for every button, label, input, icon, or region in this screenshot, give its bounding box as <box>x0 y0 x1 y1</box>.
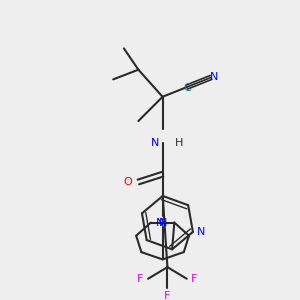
Text: O: O <box>123 177 132 187</box>
Text: N: N <box>196 227 205 237</box>
Text: F: F <box>191 274 198 284</box>
Text: F: F <box>164 291 171 300</box>
Text: N: N <box>158 218 167 228</box>
Text: F: F <box>137 274 143 284</box>
Text: H: H <box>175 138 184 148</box>
Text: N: N <box>210 72 218 82</box>
Text: C: C <box>183 83 191 93</box>
Text: N: N <box>156 218 165 228</box>
Text: N: N <box>151 138 160 148</box>
